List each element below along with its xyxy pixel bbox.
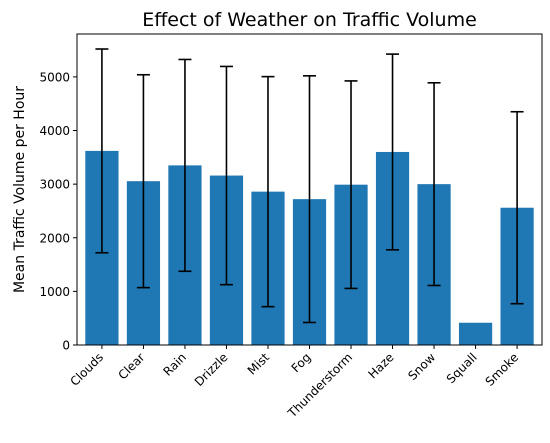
y-tick-label: 3000 <box>39 178 70 192</box>
y-tick-label: 4000 <box>39 124 70 138</box>
y-tick-label: 1000 <box>39 285 70 299</box>
x-tick-label-smoke: Smoke <box>483 350 522 389</box>
y-axis-title: Mean Traffic Volume per Hour <box>12 86 28 293</box>
x-ticks-layer: Clouds Clear Rain Drizzle Mist FogThunderstor… <box>67 345 521 421</box>
x-tick-label-snow: Snow <box>405 350 438 383</box>
error-bars-layer <box>95 48 524 324</box>
x-tick-label-fog: Fog <box>289 350 314 375</box>
x-tick-label-squall: Squall <box>444 350 480 386</box>
x-tick-label-clouds: Clouds <box>67 350 106 389</box>
y-ticks-layer: 0 1000 2000 3000 4000 5000 <box>39 70 77 353</box>
x-tick-label-haze: Haze <box>366 350 397 381</box>
x-tick-label-rain: Rain <box>161 350 190 379</box>
y-tick-label: 5000 <box>39 70 70 84</box>
chart-title: Effect of Weather on Traffic Volume <box>142 9 477 31</box>
y-tick-label: 0 <box>62 339 70 353</box>
y-tick-label: 2000 <box>39 231 70 245</box>
x-tick-label-mist: Mist <box>245 350 273 378</box>
x-tick-label-drizzle: Drizzle <box>192 350 231 389</box>
x-tick-label-clear: Clear <box>115 350 147 382</box>
bar-squall <box>458 322 493 345</box>
